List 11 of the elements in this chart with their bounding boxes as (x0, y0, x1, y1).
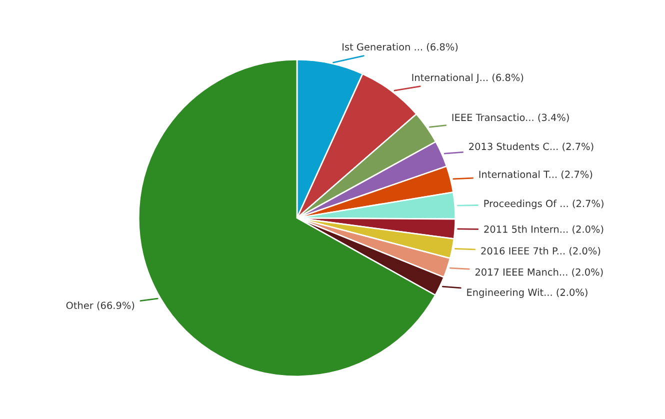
slice-label: Other (66.9%) (66, 302, 134, 310)
slice-label: IEEE Transactio... (3.4%) (452, 114, 569, 122)
slice-label: 2017 IEEE Manch... (2.0%) (475, 268, 603, 277)
slice-label: 2013 Students C... (2.7%) (469, 142, 594, 152)
slice-label: 2011 5th Intern... (2.0%) (484, 225, 604, 234)
slice-label: Engineering Wit... (2.0%) (467, 288, 588, 298)
slice-label: Proceedings Of ... (2.7%) (484, 200, 604, 210)
slice-label: Ist Generation ... (6.8%) (342, 43, 458, 52)
slice-label: International J... (6.8%) (412, 74, 524, 83)
slice-label: 2016 IEEE 7th P... (2.0%) (481, 247, 600, 256)
slice-label: International T... (2.7%) (479, 170, 592, 180)
